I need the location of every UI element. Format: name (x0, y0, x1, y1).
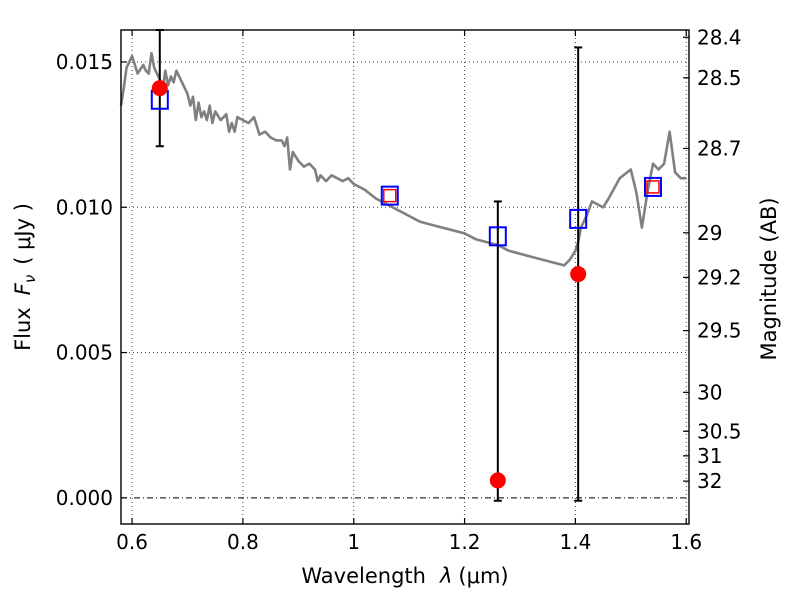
x-tick-label: 0.8 (227, 530, 259, 554)
x-tick-label: 1.4 (559, 530, 591, 554)
plot-area (119, 29, 687, 502)
y-tick-label: 0.000 (56, 486, 113, 510)
y-tick-label: 0.015 (56, 50, 113, 74)
mag-tick-label: 28.5 (697, 66, 742, 90)
observed-point (489, 472, 506, 489)
mag-tick-label: 30 (697, 380, 722, 404)
mag-tick-label: 29.5 (697, 319, 742, 343)
mag-tick-label: 29.2 (697, 265, 742, 289)
x-tick-label: 1.6 (670, 530, 702, 554)
y-axis-label: FluxFν( μJy ) (11, 203, 39, 351)
grid-layer (121, 30, 689, 524)
model-point (569, 208, 588, 229)
x-tick-label: 0.6 (116, 530, 148, 554)
x-tick-label: 1 (347, 530, 360, 554)
model-point (380, 185, 399, 206)
observed-point (570, 266, 587, 283)
mag-tick-label: 28.7 (697, 136, 742, 160)
x-axis-label: Wavelength λ (μm) (301, 564, 508, 588)
y-tick-label: 0.010 (56, 195, 113, 219)
right-axis-label: Magnitude (AB) (757, 197, 781, 360)
model-point (488, 226, 507, 247)
mag-tick-label: 28.4 (697, 25, 742, 49)
observed-point (151, 80, 168, 97)
observed-point-box (646, 180, 660, 194)
y-tick-label: 0.005 (56, 341, 113, 365)
x-tick-label: 1.2 (449, 530, 481, 554)
mag-tick-label: 30.5 (697, 419, 742, 443)
axes: 0.6 0.8 1 1.2 1.4 1.6 0.000 0.005 0.010 0.015 28.4… (56, 25, 742, 554)
mag-tick-label: 32 (697, 469, 722, 493)
observed-point-box (383, 188, 397, 203)
model-point (643, 176, 662, 197)
mag-tick-label: 29 (697, 221, 722, 245)
sed-model-line (119, 51, 687, 267)
mag-tick-label: 31 (697, 444, 722, 468)
plot-frame (120, 29, 690, 525)
